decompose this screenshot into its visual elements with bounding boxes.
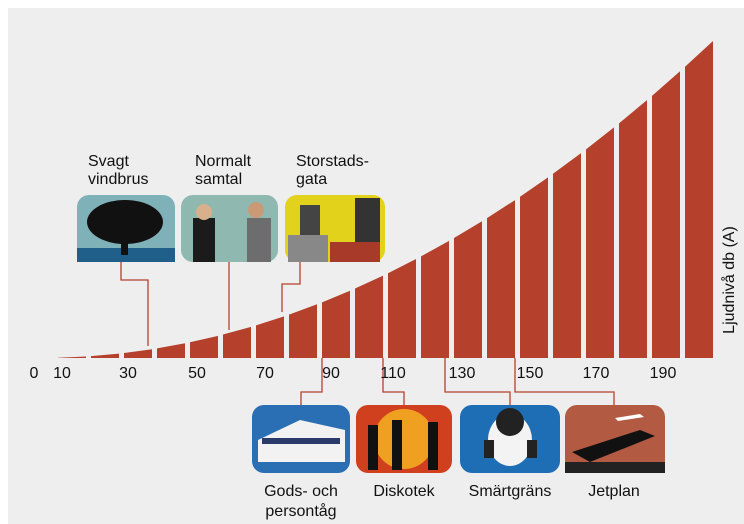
icon-train <box>252 405 350 473</box>
tick-label: 110 <box>380 365 406 382</box>
bar <box>388 259 416 358</box>
bar <box>586 127 614 358</box>
tick-label: 190 <box>650 365 677 382</box>
tick-label: 50 <box>188 365 206 382</box>
infographic: Ljudnivå db (A) <box>0 0 744 524</box>
callout-label: persontåg <box>265 502 336 520</box>
icon-talk <box>181 195 278 262</box>
bar <box>454 221 482 358</box>
tick-label: 150 <box>517 365 544 382</box>
icon-jet <box>565 405 665 473</box>
callout-label: Gods- och <box>264 483 338 500</box>
tick-label: 130 <box>449 365 476 382</box>
axis-title: Ljudnivå db (A) <box>720 226 738 334</box>
callout-label: Storstads- <box>296 153 369 170</box>
bar <box>520 177 548 358</box>
tick-label: 0 <box>30 365 39 382</box>
callout-label: gata <box>296 171 327 188</box>
tick-label: 90 <box>322 365 340 382</box>
callout-label: Smärtgräns <box>469 483 552 500</box>
callout-label: vindbrus <box>88 171 148 188</box>
tick-label: 10 <box>53 365 71 382</box>
icon-pain <box>460 405 560 473</box>
bar <box>652 71 680 358</box>
callout-label: samtal <box>195 171 242 188</box>
bar <box>619 100 647 358</box>
icon-wind <box>77 195 175 262</box>
tick-label: 30 <box>119 365 137 382</box>
tick-label: 170 <box>583 365 610 382</box>
bar <box>685 41 713 358</box>
bar <box>355 276 383 358</box>
callout-label: Diskotek <box>373 483 435 500</box>
icon-disco <box>356 405 452 473</box>
bar <box>322 291 350 358</box>
bar <box>421 241 449 358</box>
tick-label: 70 <box>256 365 274 382</box>
callout-label: Svagt <box>88 153 129 170</box>
callout-label: Jetplan <box>588 483 640 500</box>
bar <box>553 153 581 358</box>
callout-label: Normalt <box>195 153 252 170</box>
bar <box>487 200 515 358</box>
icon-city <box>285 195 385 262</box>
